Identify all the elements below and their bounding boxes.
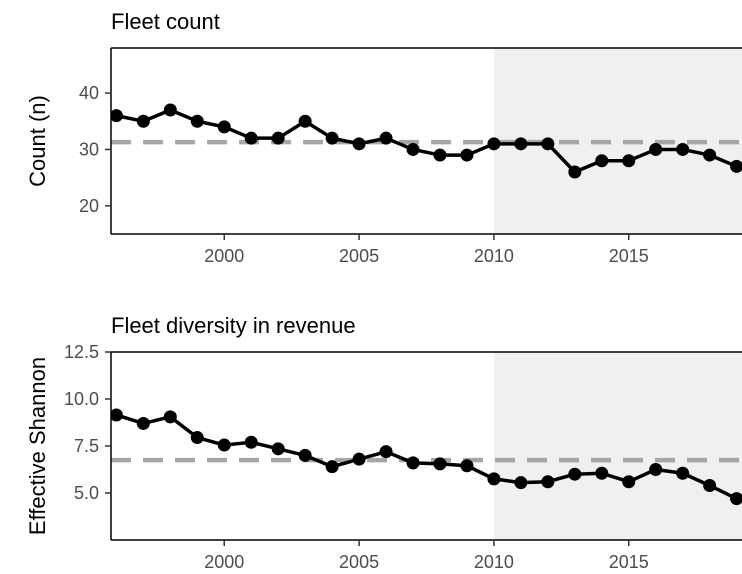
- panel-1-data-point: [568, 165, 582, 179]
- panel-2-data-point: [352, 452, 366, 466]
- panel-2-data-point: [325, 460, 339, 474]
- panel-1-y-tick-label: 20: [79, 196, 99, 216]
- panel-1-data-point: [676, 142, 690, 156]
- panel-1-x-tick-label: 2005: [339, 246, 379, 266]
- panel-1-title: Fleet count: [111, 9, 220, 34]
- panel-2-data-point: [190, 431, 204, 445]
- panel-2-data-point: [433, 457, 447, 471]
- panel-2-x-tick-label: 2005: [339, 552, 379, 572]
- panel-1-data-point: [271, 131, 285, 145]
- panel-1-data-point: [217, 120, 231, 134]
- panel-1-y-tick-label: 30: [79, 139, 99, 159]
- panel-2-shaded-region: [493, 352, 742, 540]
- panel-2-data-point: [379, 445, 393, 459]
- panel-1-data-point: [406, 142, 420, 156]
- panel-2-y-tick-label: 10.0: [64, 389, 99, 409]
- panel-1-data-point: [136, 114, 150, 128]
- panel-2-x-tick-label: 2010: [474, 552, 514, 572]
- panel-2-data-point: [595, 466, 609, 480]
- panel-1-data-point: [325, 131, 339, 145]
- panel-1-data-point: [433, 148, 447, 162]
- panel-2-data-point: [271, 442, 285, 456]
- panel-2-title: Fleet diversity in revenue: [111, 313, 356, 338]
- panel-2-data-point: [136, 416, 150, 430]
- panel-1-x-tick-label: 2000: [204, 246, 244, 266]
- panel-2-data-point: [298, 448, 312, 462]
- panel-2-data-point: [703, 478, 717, 492]
- panel-2-data-point: [649, 463, 663, 476]
- panel-2-plot: 2000 2005 2010 2015 5.0 7.5 10.0 12.5: [64, 342, 742, 572]
- panel-1-data-point: [730, 159, 742, 173]
- panel-2-data-point: [541, 475, 555, 489]
- panel-1-data-point: [487, 137, 501, 151]
- panel-1-data-point: [379, 131, 393, 145]
- panel-2-data-point: [622, 475, 636, 489]
- panel-1-data-point: [595, 154, 609, 168]
- panel-2-data-point: [244, 435, 258, 449]
- panel-2-data-point: [406, 456, 420, 470]
- panel-2-y-axis-title: Effective Shannon: [25, 357, 50, 535]
- panel-1-data-point: [244, 131, 258, 145]
- panel-2-y-tick-label: 12.5: [64, 342, 99, 362]
- panel-2-data-point: [514, 476, 528, 490]
- panel-1-data-point: [298, 114, 312, 128]
- panel-1-data-point: [514, 137, 528, 151]
- panel-1-y-tick-label: 40: [79, 83, 99, 103]
- panel-2-data-point: [676, 466, 690, 480]
- panel-1-data-point: [190, 114, 204, 128]
- panel-2-y-tick-label: 5.0: [74, 483, 99, 503]
- panel-1-data-point: [622, 154, 636, 168]
- panel-1-data-point: [649, 142, 663, 156]
- panel-2-data-point: [460, 459, 474, 473]
- panel-2-data-point: [111, 408, 123, 422]
- panel-2-data-point: [217, 438, 231, 452]
- panel-2-data-point: [487, 472, 501, 486]
- panel-1-data-point: [703, 148, 717, 162]
- panel-1-data-point: [460, 148, 474, 162]
- panel-2-y-tick-label: 7.5: [74, 436, 99, 456]
- panel-1-data-point: [111, 109, 123, 123]
- panel-1-data-point: [352, 137, 366, 151]
- panel-2-x-tick-label: 2015: [609, 552, 649, 572]
- panel-2-data-point: [568, 467, 582, 481]
- panel-2-data-point: [163, 410, 177, 424]
- panel-1-x-tick-label: 2010: [474, 246, 514, 266]
- panel-1-data-point: [541, 137, 555, 151]
- panel-2-x-tick-label: 2000: [204, 552, 244, 572]
- panel-1-data-point: [163, 103, 177, 117]
- panel-1-plot: 2000 2005 2010 2015 20 30 40: [79, 47, 742, 266]
- panel-2-data-point: [730, 492, 742, 506]
- panel-1-y-axis-title: Count (n): [25, 95, 50, 187]
- panel-1-x-tick-label: 2015: [609, 246, 649, 266]
